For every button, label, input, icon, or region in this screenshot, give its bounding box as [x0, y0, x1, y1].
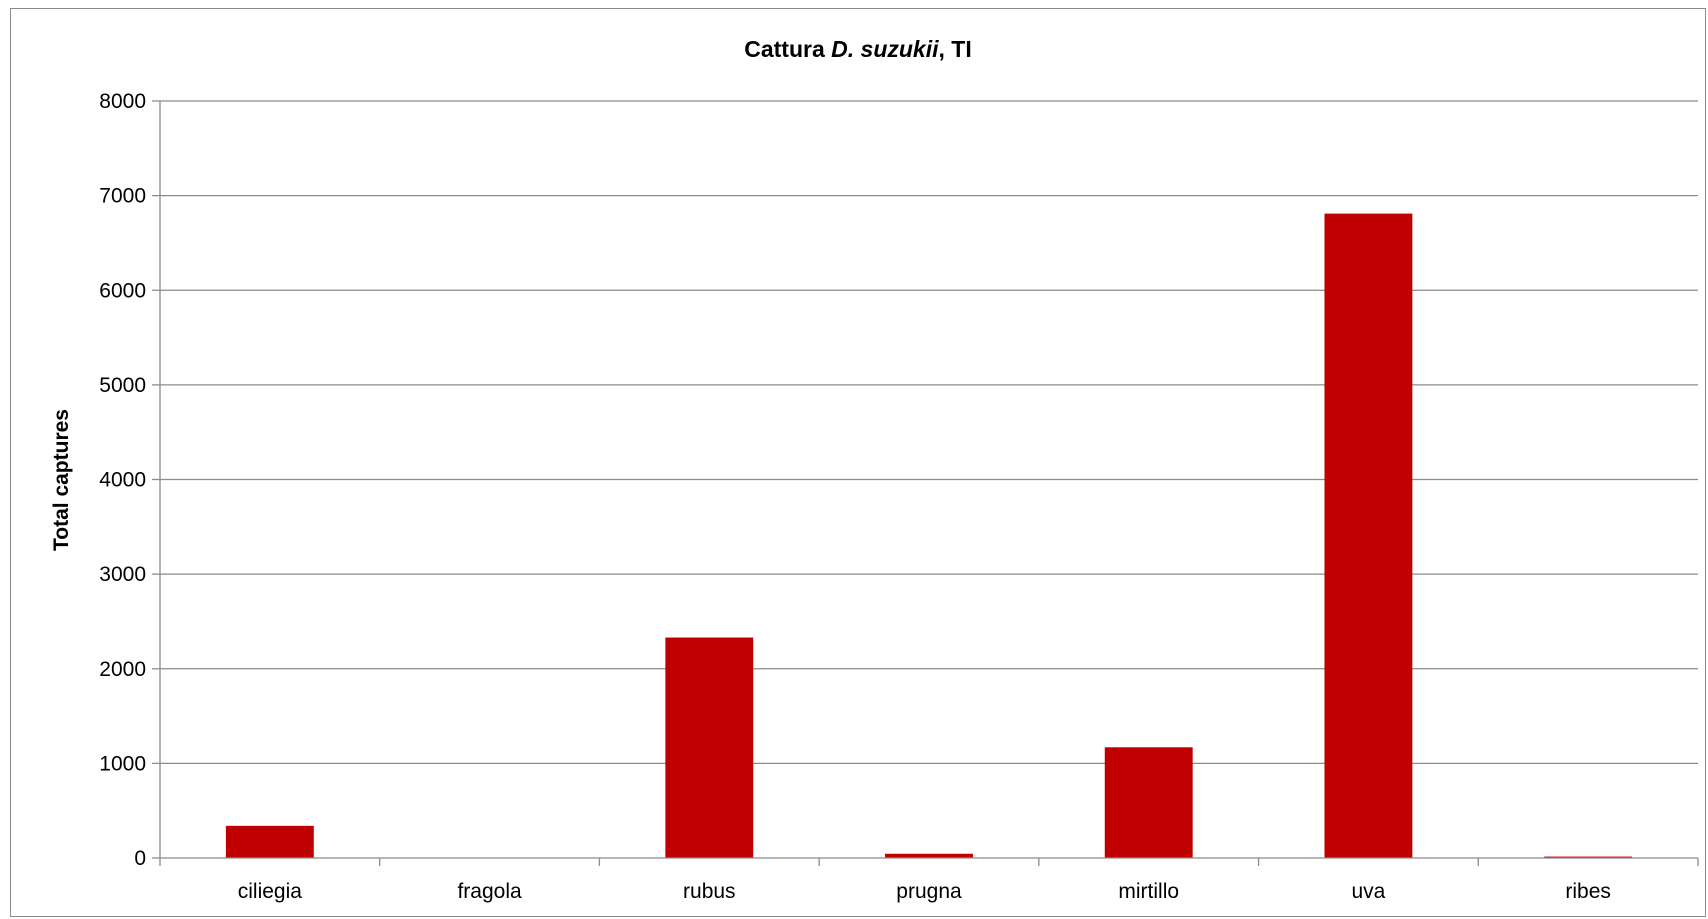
bars: [225, 213, 1633, 858]
y-tick-label: 6000: [99, 279, 146, 302]
y-tick-label: 4000: [99, 469, 146, 492]
chart-title-prefix: Cattura: [744, 36, 831, 62]
x-tick-label-uva: uva: [1351, 880, 1385, 903]
bar-rubus: [665, 637, 754, 858]
y-tick-label: 3000: [99, 563, 146, 586]
chart-title: Cattura D. suzukii, TI: [744, 36, 972, 62]
x-tick-labels: ciliegia fragola rubus prugna mirtillo uva rib…: [238, 880, 1611, 903]
y-tick-label: 7000: [99, 185, 146, 208]
bar-ciliegia: [225, 825, 314, 858]
x-tick-label-ribes: ribes: [1565, 880, 1611, 903]
gridlines: [152, 100, 1698, 859]
bar-uva: [1324, 213, 1413, 858]
x-tick-label-ciliegia: ciliegia: [238, 880, 303, 903]
y-tick-label: 8000: [99, 90, 146, 113]
axes: [159, 101, 1699, 866]
chart-title-suffix: , TI: [939, 36, 972, 62]
y-tick-label: 5000: [99, 374, 146, 397]
x-tick-label-rubus: rubus: [683, 880, 736, 903]
chart-title-species: D. suzukii: [831, 36, 939, 62]
chart-frame: [10, 8, 1706, 917]
bar-mirtillo: [1104, 747, 1193, 858]
x-tick-label-fragola: fragola: [457, 880, 522, 903]
bar-prugna: [885, 853, 973, 858]
y-tick-label: 0: [134, 847, 146, 870]
bar-ribes: [1544, 856, 1633, 858]
y-tick-label: 2000: [99, 658, 146, 681]
x-tick-label-prugna: prugna: [896, 880, 962, 903]
x-tick-label-mirtillo: mirtillo: [1118, 880, 1179, 903]
y-tick-label: 1000: [99, 752, 146, 775]
y-tick-labels: 0 1000 2000 3000 4000 5000 6000 7000 8000: [99, 90, 146, 870]
y-axis-title: Total captures: [50, 409, 73, 551]
